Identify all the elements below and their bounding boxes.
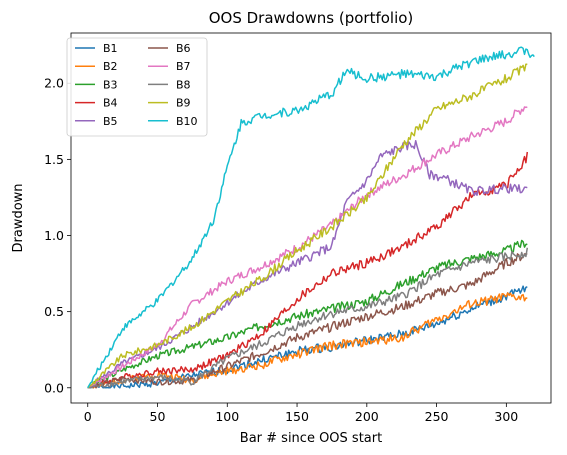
chart-title: OOS Drawdowns (portfolio) bbox=[209, 9, 414, 27]
legend-label-b2: B2 bbox=[103, 60, 118, 73]
x-tick-label: 250 bbox=[425, 409, 449, 424]
legend: B1 B2 B3 B4 B5 B6 B7 B8 B9 B10 bbox=[66, 37, 208, 137]
legend-label-b9: B9 bbox=[176, 97, 191, 110]
y-tick-label: 2.0 bbox=[44, 76, 64, 91]
y-axis-label: Drawdown bbox=[11, 183, 26, 252]
legend-label-b6: B6 bbox=[176, 42, 191, 55]
x-tick-label: 200 bbox=[355, 409, 379, 424]
legend-label-b1: B1 bbox=[103, 42, 118, 55]
legend-label-b8: B8 bbox=[176, 78, 191, 91]
y-tick-label: 0.0 bbox=[44, 380, 64, 395]
x-tick-label: 50 bbox=[150, 409, 166, 424]
x-tick-label: 0 bbox=[84, 409, 92, 424]
series-line-b4 bbox=[87, 151, 529, 389]
legend-label-b4: B4 bbox=[103, 97, 118, 110]
plot-frame bbox=[70, 32, 552, 404]
y-tick-label: 1.5 bbox=[44, 152, 64, 167]
x-tick-label: 150 bbox=[285, 409, 309, 424]
legend-box bbox=[66, 37, 208, 137]
series-line-b3 bbox=[87, 239, 528, 389]
plot-area: 0 50 100 150 200 250 300 0.0 0.5 1.0 1.5 2.0 bbox=[44, 32, 552, 424]
series-line-b7 bbox=[87, 106, 528, 389]
series-line-b5 bbox=[87, 139, 528, 389]
legend-label-b3: B3 bbox=[103, 78, 118, 91]
legend-label-b10: B10 bbox=[176, 115, 198, 128]
x-axis-label: Bar # since OOS start bbox=[240, 431, 382, 446]
legend-label-b5: B5 bbox=[103, 115, 118, 128]
series-line-b6 bbox=[87, 253, 528, 389]
x-tick-label: 100 bbox=[215, 409, 239, 424]
series-line-b8 bbox=[87, 247, 529, 389]
series-line-b10 bbox=[87, 46, 535, 389]
legend-label-b7: B7 bbox=[176, 60, 191, 73]
x-tick-label: 300 bbox=[494, 409, 518, 424]
y-tick-label: 1.0 bbox=[44, 228, 64, 243]
series-line-b9 bbox=[87, 63, 528, 389]
y-tick-label: 0.5 bbox=[44, 304, 64, 319]
